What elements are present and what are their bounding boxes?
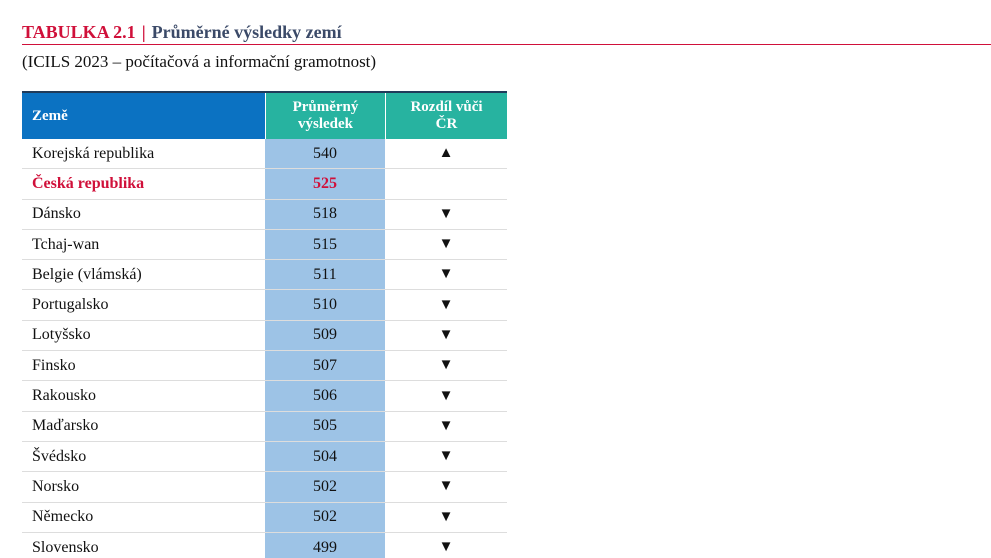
- table-header: Země Průměrný výsledek Rozdíl vůči ČR: [22, 93, 507, 139]
- country: Dánsko: [32, 205, 81, 223]
- difference: ▼: [438, 266, 454, 283]
- country: Finsko: [32, 356, 76, 374]
- difference: ▼: [438, 296, 454, 313]
- difference: ▼: [438, 508, 454, 525]
- subtitle: (ICILS 2023 – počítačová a informační gr…: [22, 52, 377, 71]
- country: Česká republika: [32, 174, 145, 192]
- table-row: Norsko 502 ▼: [22, 472, 507, 503]
- table-row: Švédsko 504 ▼: [22, 441, 507, 473]
- difference: ▼: [438, 478, 454, 495]
- table-row: Lotyšsko 509 ▼: [22, 320, 507, 352]
- country: Norsko: [32, 477, 80, 495]
- score: 540: [265, 139, 385, 169]
- column-header: Země: [22, 93, 265, 139]
- country: Tchaj-wan: [32, 235, 100, 253]
- difference: ▼: [438, 448, 454, 465]
- score: 504: [265, 441, 385, 472]
- table-row: Belgie (vlámská) 511 ▼: [22, 260, 507, 291]
- country: Korejská republika: [32, 144, 155, 162]
- table-label: TABULKA 2.1: [22, 22, 136, 42]
- score: 511: [265, 260, 385, 290]
- difference: ▼: [438, 236, 454, 253]
- score: 518: [265, 199, 385, 229]
- difference: ▼: [438, 357, 454, 374]
- score: 499: [265, 532, 385, 558]
- country: Slovensko: [32, 538, 99, 556]
- table-row: Finsko 507 ▼: [22, 351, 507, 382]
- table-row: Dánsko 518 ▼: [22, 199, 507, 230]
- table: Země Průměrný výsledek Rozdíl vůči ČR Ko…: [22, 91, 507, 558]
- title-rule: [22, 44, 991, 45]
- difference: ▼: [438, 417, 454, 434]
- country: Švédsko: [32, 447, 87, 465]
- difference: ▼: [438, 539, 454, 555]
- table-row: Německo 502 ▼: [22, 502, 507, 533]
- column-header: Rozdíl vůči ČR: [385, 93, 507, 139]
- country: Rakousko: [32, 387, 96, 405]
- score: 509: [265, 320, 385, 351]
- separator: |: [141, 22, 146, 42]
- table-row: Maďarsko 505 ▼: [22, 411, 507, 442]
- country: Portugalsko: [32, 296, 109, 314]
- score: 515: [265, 229, 385, 260]
- score: 506: [265, 381, 385, 411]
- table-title: TABULKA 2.1 | Průměrné výsledky zemí: [22, 22, 342, 43]
- table-row: Rakousko 506 ▼: [22, 381, 507, 412]
- score: 505: [265, 411, 385, 441]
- country: Belgie (vlámská): [32, 265, 142, 283]
- country: Maďarsko: [32, 417, 99, 435]
- difference: ▼: [438, 387, 454, 404]
- column-header: Průměrný výsledek: [265, 93, 385, 139]
- score: 525: [265, 169, 385, 199]
- table-row: Česká republika 525: [22, 169, 507, 200]
- table-row: Portugalsko 510 ▼: [22, 290, 507, 321]
- difference: ▼: [438, 326, 454, 343]
- country: Lotyšsko: [32, 326, 91, 344]
- score: 510: [265, 290, 385, 320]
- difference: ▲: [438, 145, 454, 162]
- table-row: Slovensko 499 ▼: [22, 532, 507, 558]
- title-text: Průměrné výsledky zemí: [151, 22, 342, 42]
- table-row: Tchaj-wan 515 ▼: [22, 229, 507, 261]
- difference: ▼: [438, 205, 454, 222]
- difference: [385, 169, 507, 198]
- country: Německo: [32, 508, 94, 526]
- score: 502: [265, 472, 385, 502]
- table-row: Korejská republika 540 ▲: [22, 139, 507, 170]
- score: 502: [265, 502, 385, 532]
- score: 507: [265, 351, 385, 381]
